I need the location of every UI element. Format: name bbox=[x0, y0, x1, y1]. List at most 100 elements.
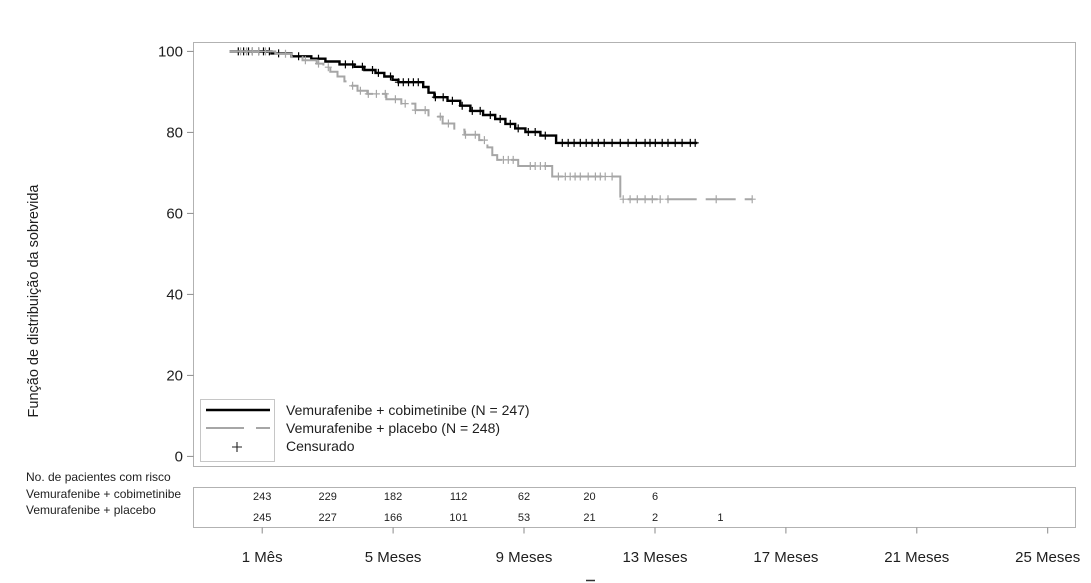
censor-mark-placebo bbox=[619, 195, 627, 204]
censor-mark-cobimetinibe bbox=[671, 138, 679, 147]
censor-mark-cobimetinibe bbox=[369, 66, 376, 74]
censor-mark-cobimetinibe bbox=[588, 138, 596, 147]
censor-mark-cobimetinibe bbox=[608, 138, 616, 147]
censor-mark-cobimetinibe bbox=[486, 111, 494, 119]
legend-censor-mark bbox=[232, 442, 242, 452]
censor-mark-placebo bbox=[748, 195, 756, 204]
y-tick-label: 40 bbox=[166, 286, 183, 303]
x-tick-label: 1 Mês bbox=[242, 549, 283, 566]
y-axis-title: Função de distribuição da sobrevida bbox=[26, 184, 42, 418]
censor-mark-placebo bbox=[282, 49, 289, 58]
censor-mark-cobimetinibe bbox=[458, 101, 466, 110]
censor-mark-placebo bbox=[626, 195, 634, 204]
censor-mark-placebo bbox=[349, 81, 357, 90]
censor-mark-cobimetinibe bbox=[651, 138, 659, 147]
censor-mark-cobimetinibe bbox=[632, 138, 640, 147]
y-axis: 0 20 40 60 80 100 bbox=[158, 43, 194, 465]
censor-mark-cobimetinibe bbox=[541, 131, 549, 140]
censor-mark-placebo bbox=[641, 195, 649, 204]
x-tick-label: 17 Meses bbox=[753, 549, 818, 566]
censor-mark-placebo bbox=[712, 195, 720, 204]
y-tick-label: 60 bbox=[166, 205, 183, 222]
risk-count: 227 bbox=[319, 512, 337, 524]
censor-mark-cobimetinibe bbox=[496, 115, 504, 123]
censor-mark-cobimetinibe bbox=[594, 138, 602, 147]
risk-count: 1 bbox=[717, 512, 723, 524]
censor-mark-cobimetinibe bbox=[414, 78, 422, 87]
legend-label-placebo: Vemurafenibe + placebo (N = 248) bbox=[286, 420, 500, 436]
censor-mark-placebo bbox=[444, 119, 452, 128]
legend-label-censored: Censurado bbox=[286, 438, 355, 454]
legend: Vemurafenibe + cobimetinibe (N = 247) Ve… bbox=[200, 399, 530, 462]
legend-label-cobimetinibe: Vemurafenibe + cobimetinibe (N = 247) bbox=[286, 402, 530, 418]
censor-mark-cobimetinibe bbox=[570, 138, 578, 147]
censor-mark-placebo bbox=[656, 195, 664, 204]
censor-mark-placebo bbox=[664, 195, 672, 204]
censor-mark-cobimetinibe bbox=[582, 138, 590, 147]
censor-mark-cobimetinibe bbox=[514, 124, 522, 133]
censor-mark-cobimetinibe bbox=[616, 138, 624, 147]
censor-mark-cobimetinibe bbox=[624, 138, 632, 147]
y-tick-label: 100 bbox=[158, 43, 183, 60]
legend-symbol-box bbox=[200, 399, 275, 462]
censor-mark-cobimetinibe bbox=[558, 138, 566, 147]
censor-mark-placebo bbox=[364, 89, 372, 98]
censor-mark-cobimetinibe bbox=[506, 119, 514, 128]
risk-count: 2 bbox=[652, 512, 658, 524]
y-tick-label: 20 bbox=[166, 367, 183, 384]
risk-count: 229 bbox=[319, 491, 337, 503]
censor-mark-placebo bbox=[421, 106, 429, 115]
censor-mark-placebo bbox=[471, 130, 479, 139]
risk-table-frame bbox=[193, 487, 1076, 528]
y-tick-label: 80 bbox=[166, 124, 183, 141]
censor-mark-placebo bbox=[381, 89, 389, 98]
censor-mark-cobimetinibe bbox=[576, 138, 584, 147]
y-tick-label: 0 bbox=[175, 448, 183, 465]
censor-mark-cobimetinibe bbox=[448, 96, 456, 105]
censor-mark-placebo bbox=[576, 172, 584, 181]
censor-mark-placebo bbox=[411, 106, 419, 115]
censor-mark-cobimetinibe bbox=[564, 138, 572, 147]
risk-count: 20 bbox=[583, 491, 595, 503]
censor-mark-placebo bbox=[554, 172, 562, 181]
survival-curve-placebo bbox=[229, 50, 753, 201]
censor-mark-placebo bbox=[391, 95, 399, 104]
survival-curves bbox=[229, 47, 756, 204]
censor-mark-placebo bbox=[608, 172, 616, 181]
censor-mark-cobimetinibe bbox=[349, 60, 357, 69]
censor-mark-cobimetinibe bbox=[664, 138, 672, 147]
censor-mark-placebo bbox=[436, 112, 444, 121]
risk-count: 112 bbox=[450, 491, 468, 503]
censor-mark-placebo bbox=[301, 56, 309, 65]
risk-count: 101 bbox=[449, 512, 467, 524]
censor-mark-cobimetinibe bbox=[691, 138, 699, 147]
censor-mark-placebo bbox=[541, 162, 549, 170]
censor-mark-placebo bbox=[356, 86, 364, 95]
censor-mark-cobimetinibe bbox=[468, 106, 476, 115]
censor-mark-placebo bbox=[237, 47, 245, 56]
censor-mark-cobimetinibe bbox=[358, 62, 366, 71]
censor-mark-cobimetinibe bbox=[374, 68, 382, 77]
censor-mark-placebo bbox=[243, 47, 250, 56]
risk-count: 53 bbox=[518, 512, 530, 524]
censor-mark-placebo bbox=[509, 155, 517, 164]
risk-count: 62 bbox=[518, 491, 530, 503]
censor-mark-cobimetinibe bbox=[341, 60, 349, 69]
censor-mark-placebo bbox=[480, 136, 488, 145]
censor-mark-placebo bbox=[324, 63, 332, 72]
censor-mark-placebo bbox=[262, 47, 269, 56]
censor-mark-placebo bbox=[601, 172, 609, 181]
risk-count: 245 bbox=[253, 512, 271, 524]
censor-mark-placebo bbox=[584, 172, 592, 181]
risk-table-title: No. de pacientes com risco bbox=[26, 470, 171, 484]
censor-mark-placebo bbox=[372, 89, 380, 98]
censor-mark-cobimetinibe bbox=[295, 52, 303, 61]
x-axis: 1 Mês 5 Meses 9 Meses 13 Meses 17 Meses 21 Me… bbox=[242, 527, 1080, 566]
censor-mark-cobimetinibe bbox=[387, 72, 394, 81]
risk-table: No. de pacientes com risco Vemurafenibe … bbox=[26, 470, 1076, 528]
censor-mark-cobimetinibe bbox=[431, 93, 439, 102]
x-tick-label: 5 Meses bbox=[365, 549, 422, 566]
plot-frame bbox=[193, 42, 1076, 467]
